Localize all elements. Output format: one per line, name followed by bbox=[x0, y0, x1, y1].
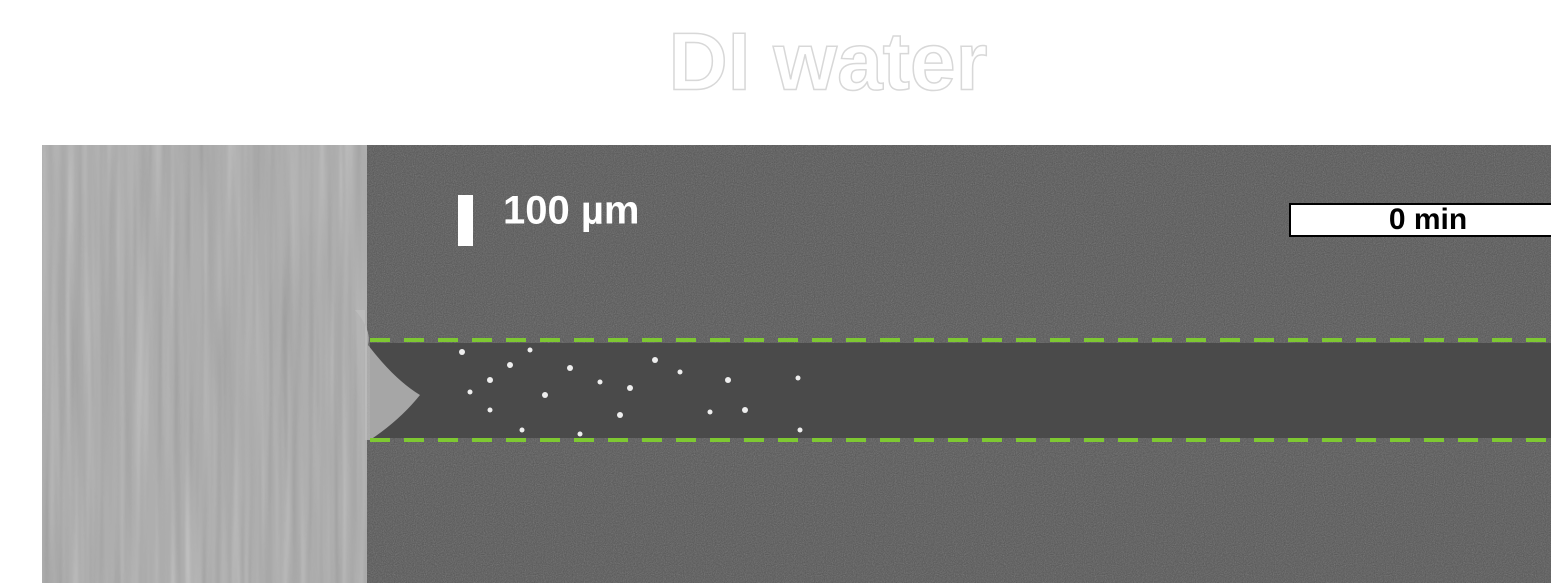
electrode-texture bbox=[42, 145, 367, 583]
micrograph: 100 µm 0 min bbox=[42, 145, 1551, 583]
title: DI water bbox=[669, 17, 988, 108]
page: DI water 100 µm 0 min (() => { const dat… bbox=[0, 0, 1551, 583]
time-label: 0 min bbox=[1389, 203, 1467, 236]
figure: DI water 100 µm 0 min bbox=[0, 0, 1551, 583]
scale-label: 100 µm bbox=[503, 189, 639, 233]
channel bbox=[370, 343, 1551, 438]
scale-bar bbox=[458, 195, 473, 246]
